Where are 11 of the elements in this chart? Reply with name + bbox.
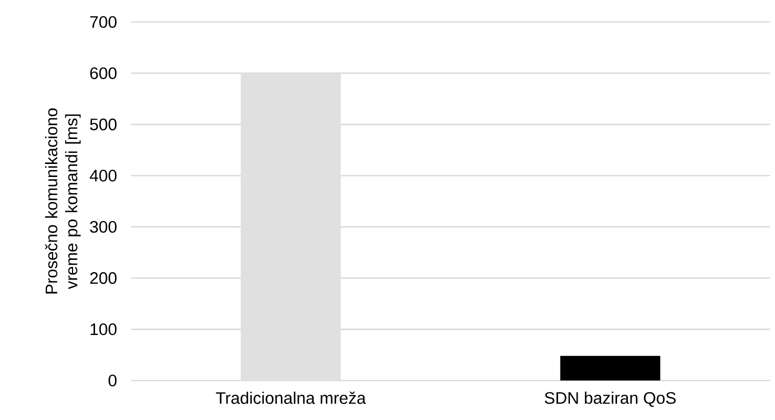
- y-tick-label: 200: [90, 272, 117, 284]
- y-tick-label: 100: [90, 323, 117, 336]
- y-tick-label: 400: [90, 170, 117, 182]
- y-tick-label: 300: [90, 220, 117, 233]
- y-tick-label: 700: [90, 16, 117, 28]
- y-tick-label: 0: [108, 374, 117, 386]
- y-tick-label: 500: [90, 118, 117, 130]
- x-tick-label: Tradicionalna mreža: [216, 392, 366, 404]
- y-axis-title: Prosečno komunikaciono vreme po komandi [ms]: [45, 108, 81, 294]
- y-tick-label: 600: [90, 67, 117, 80]
- x-tick-label: SDN baziran QoS: [544, 392, 676, 407]
